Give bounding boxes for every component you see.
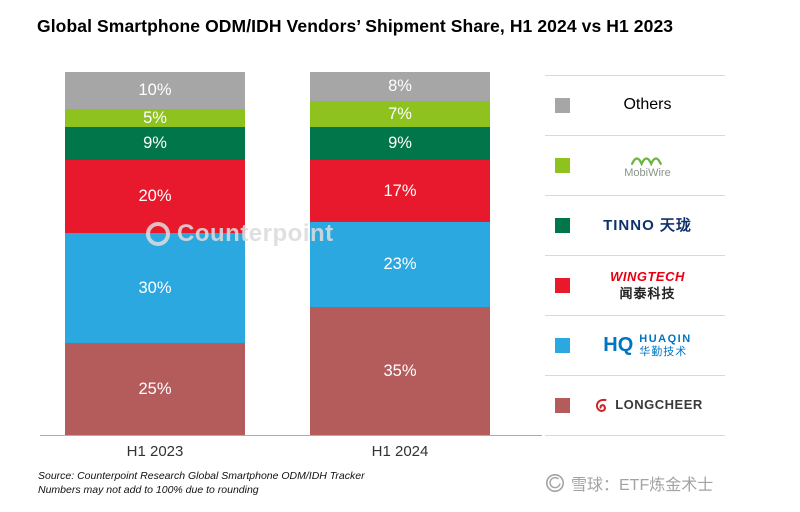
x-axis-label-h1-2024: H1 2024: [371, 443, 429, 460]
xueqiu-logo-icon: [546, 474, 564, 492]
legend-item-mobiwire: MobiWire: [545, 136, 725, 196]
segment-value-label: 20%: [138, 187, 172, 206]
segment-huaqin-h1-2024: 23%: [310, 222, 490, 307]
legend-swatch-others: [555, 98, 570, 113]
legend-item-huaqin: HQ HUAQIN 华勤技术: [545, 316, 725, 376]
segment-value-label: 10%: [138, 81, 172, 100]
legend-swatch-wingtech: [555, 278, 570, 293]
segment-wingtech-h1-2023: 20%: [65, 160, 245, 234]
legend-label-tinno: TINNO 天珑: [570, 217, 725, 234]
legend-label-mobiwire: MobiWire: [570, 151, 725, 180]
mobiwire-label: MobiWire: [624, 167, 671, 180]
chart-title: Global Smartphone ODM/IDH Vendors’ Shipm…: [37, 16, 674, 36]
source-line-2: Numbers may not add to 100% due to round…: [38, 484, 259, 497]
stacked-bar-chart: 25% 30% 20% 9% 5% 10% 35% 23% 17% 9% 7% 8%: [65, 72, 490, 435]
segment-value-label: 30%: [138, 279, 172, 298]
legend-label-others: Others: [570, 96, 725, 114]
source-note: Source: Counterpoint Research Global Sma…: [38, 469, 365, 497]
stacked-bar-h1-2024: 35% 23% 17% 9% 7% 8%: [310, 72, 490, 435]
segment-mobiwire-h1-2023: 5%: [65, 108, 245, 127]
segment-huaqin-h1-2023: 30%: [65, 233, 245, 344]
legend: Others MobiWire TINNO 天珑 WINGTECH 闻泰科技: [545, 75, 725, 436]
legend-swatch-longcheer: [555, 398, 570, 413]
segment-value-label: 23%: [383, 255, 417, 274]
segment-value-label: 9%: [143, 134, 167, 153]
mobiwire-wave-icon: [630, 157, 662, 167]
legend-swatch-huaqin: [555, 338, 570, 353]
huaqin-label: HUAQIN: [639, 333, 692, 346]
others-label: Others: [623, 96, 672, 114]
tinno-label: TINNO 天珑: [603, 216, 692, 234]
legend-label-longcheer: LONGCHEER: [570, 397, 725, 415]
segment-mobiwire-h1-2024: 7%: [310, 101, 490, 128]
legend-item-tinno: TINNO 天珑: [545, 196, 725, 256]
segment-others-h1-2024: 8%: [310, 72, 490, 102]
longcheer-dragon-icon: [596, 398, 607, 412]
x-axis-line: [40, 435, 542, 436]
segment-longcheer-h1-2023: 25%: [65, 343, 245, 435]
legend-item-others: Others: [545, 76, 725, 136]
segment-longcheer-h1-2024: 35%: [310, 306, 490, 435]
segment-tinno-h1-2023: 9%: [65, 127, 245, 160]
huaqin-cn-label: 华勤技术: [639, 345, 688, 358]
longcheer-label: LONGCHEER: [615, 397, 703, 413]
segment-tinno-h1-2024: 9%: [310, 127, 490, 161]
segment-value-label: 25%: [138, 379, 172, 398]
legend-label-huaqin: HQ HUAQIN 华勤技术: [570, 333, 725, 357]
xueqiu-branding-text: 雪球：ETF炼金术士: [571, 477, 714, 494]
segment-value-label: 7%: [388, 104, 412, 123]
source-line-1: Source: Counterpoint Research Global Sma…: [38, 470, 365, 482]
huaqin-hq-logo: HQ: [603, 334, 634, 356]
legend-swatch-tinno: [555, 218, 570, 233]
wingtech-label: WINGTECH: [610, 268, 685, 284]
segment-value-label: 17%: [383, 181, 417, 200]
x-axis-label-h1-2023: H1 2023: [126, 443, 184, 460]
segment-value-label: 35%: [383, 361, 417, 380]
legend-item-wingtech: WINGTECH 闻泰科技: [545, 256, 725, 316]
legend-label-wingtech: WINGTECH 闻泰科技: [570, 268, 725, 302]
stacked-bar-h1-2023: 25% 30% 20% 9% 5% 10%: [65, 72, 245, 435]
segment-value-label: 5%: [143, 108, 167, 127]
segment-value-label: 9%: [388, 134, 412, 153]
segment-wingtech-h1-2024: 17%: [310, 160, 490, 223]
legend-item-longcheer: LONGCHEER: [545, 376, 725, 436]
segment-value-label: 8%: [388, 77, 412, 96]
legend-swatch-mobiwire: [555, 158, 570, 173]
segment-others-h1-2023: 10%: [65, 72, 245, 109]
wingtech-cn-label: 闻泰科技: [619, 285, 676, 301]
xueqiu-branding: 雪球：ETF炼金术士: [545, 471, 713, 495]
